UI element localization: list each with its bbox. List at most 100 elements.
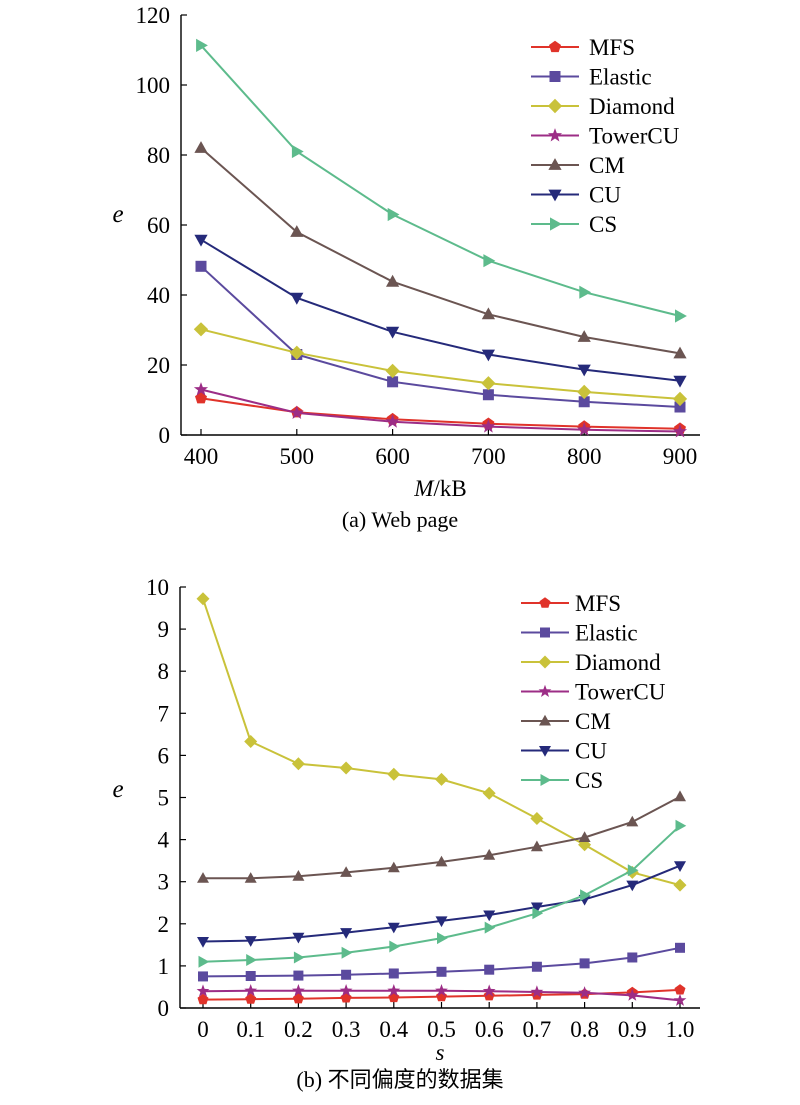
data-point xyxy=(196,38,208,52)
legend-marker xyxy=(547,98,563,114)
legend-marker xyxy=(538,655,552,669)
data-point xyxy=(197,993,209,1005)
data-point xyxy=(386,326,400,339)
data-point xyxy=(196,592,210,606)
data-point xyxy=(197,872,209,883)
data-point xyxy=(673,346,687,359)
y-tick-label: 0 xyxy=(158,996,170,1021)
data-point xyxy=(531,961,542,972)
legend-label: Elastic xyxy=(575,621,638,646)
data-point xyxy=(481,349,495,362)
y-tick-label: 3 xyxy=(158,870,170,895)
y-tick-label: 2 xyxy=(158,912,170,937)
data-point xyxy=(339,984,353,997)
data-point xyxy=(385,414,400,428)
legend-label: CU xyxy=(575,739,607,764)
data-point xyxy=(387,767,401,781)
series-diamond xyxy=(193,322,688,407)
x-tick-label: 600 xyxy=(375,444,410,469)
x-tick-label: 0.8 xyxy=(570,1017,599,1042)
data-point xyxy=(578,831,591,842)
series-mfs xyxy=(195,391,686,434)
legend: MFS Elastic Diamond TowerCU CM CU CS xyxy=(531,35,680,237)
data-point xyxy=(484,921,496,934)
legend-marker xyxy=(540,627,550,638)
data-point xyxy=(482,984,496,997)
y-tick-label: 8 xyxy=(158,659,170,684)
data-point xyxy=(385,363,400,379)
data-point xyxy=(341,946,353,959)
series-line xyxy=(200,44,681,317)
data-point xyxy=(197,937,209,948)
data-point xyxy=(387,861,400,873)
x-tick-label: 0 xyxy=(197,1017,209,1042)
y-tick-label: 120 xyxy=(136,3,171,28)
data-point xyxy=(292,932,305,944)
x-tick-label: 0.7 xyxy=(523,1017,552,1042)
data-point xyxy=(244,872,257,883)
data-point xyxy=(196,984,210,997)
y-axis-label: e xyxy=(112,776,123,803)
legend-label: CM xyxy=(575,709,611,734)
y-axis-label: e xyxy=(112,201,123,228)
data-point xyxy=(674,861,686,872)
data-point xyxy=(482,786,496,800)
data-point xyxy=(673,878,687,892)
data-point xyxy=(195,260,207,272)
series-towercu xyxy=(196,984,687,1006)
legend-marker xyxy=(549,71,561,82)
data-point xyxy=(577,384,592,400)
data-point xyxy=(291,144,304,159)
data-point xyxy=(674,401,686,413)
data-point xyxy=(290,292,304,305)
y-tick-label: 80 xyxy=(147,143,170,168)
chart-a: 0 20 40 60 80 100 120 400 500 600 700 800 900 M/kB e MF… xyxy=(112,3,700,501)
data-point xyxy=(435,984,448,997)
x-tick-label: 500 xyxy=(280,444,315,469)
data-point xyxy=(387,376,399,388)
data-point xyxy=(339,761,353,775)
data-point xyxy=(389,940,401,953)
data-point xyxy=(340,866,353,877)
data-point xyxy=(435,772,448,786)
legend-marker xyxy=(539,714,551,726)
legend: MFS Elastic Diamond TowerCU CM CU CS xyxy=(521,591,666,793)
data-point xyxy=(674,790,686,802)
x-tick-label: 900 xyxy=(663,444,698,469)
data-point xyxy=(289,405,304,419)
data-point xyxy=(244,936,257,947)
data-point xyxy=(483,254,496,268)
data-point xyxy=(672,424,688,438)
data-point xyxy=(194,141,208,153)
data-point xyxy=(435,855,448,867)
legend-label: CS xyxy=(589,212,617,237)
data-point xyxy=(436,966,447,977)
x-tick-label: 0.9 xyxy=(618,1017,647,1042)
data-point xyxy=(198,971,208,982)
y-tick-label: 4 xyxy=(158,828,170,853)
data-point xyxy=(198,955,210,968)
series-line xyxy=(200,328,681,400)
data-point xyxy=(673,375,687,388)
x-tick-label: 800 xyxy=(567,444,602,469)
data-point xyxy=(672,391,688,407)
legend-marker xyxy=(549,40,561,53)
x-tick-label: 400 xyxy=(184,444,219,469)
x-tick-label: 0.2 xyxy=(284,1017,313,1042)
data-point xyxy=(675,819,687,832)
data-point xyxy=(244,984,258,997)
data-point xyxy=(245,993,257,1004)
y-tick-label: 60 xyxy=(147,213,170,238)
x-axis-label: M/kB xyxy=(413,476,466,501)
legend-marker xyxy=(547,128,563,142)
data-point xyxy=(246,954,257,966)
data-point xyxy=(626,880,639,892)
data-point xyxy=(289,345,304,360)
data-point xyxy=(484,964,495,975)
legend-marker xyxy=(548,158,562,170)
y-tick-label: 7 xyxy=(158,701,170,726)
x-tick-label: 0.5 xyxy=(427,1017,456,1042)
data-point xyxy=(386,274,400,287)
data-point xyxy=(437,932,448,945)
